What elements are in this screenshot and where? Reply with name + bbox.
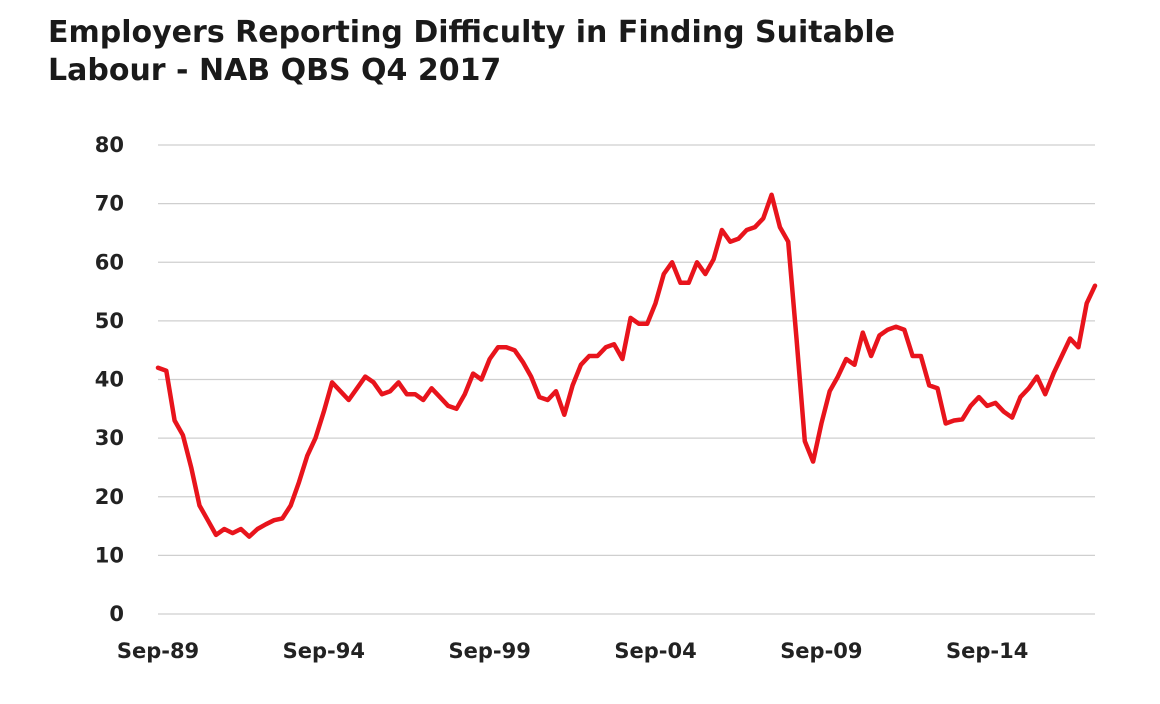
y-tick-label: 10 — [95, 543, 124, 567]
grid — [158, 144, 1095, 615]
x-tick-label: Sep-04 — [614, 639, 696, 663]
x-tick-label: Sep-99 — [449, 639, 531, 663]
y-tick-label: 30 — [95, 426, 124, 450]
x-tick-label: Sep-14 — [946, 639, 1028, 663]
x-tick-label: Sep-09 — [780, 639, 862, 663]
x-tick-label: Sep-89 — [117, 639, 199, 663]
y-tick-label: 60 — [95, 250, 124, 274]
chart-title: Employers Reporting Difficulty in Findin… — [48, 15, 895, 88]
x-tick-label: Sep-94 — [283, 639, 365, 663]
y-tick-label: 0 — [109, 602, 124, 626]
y-tick-label: 70 — [95, 192, 124, 216]
x-axis: Sep-89 Sep-94 Sep-99 Sep-04 Sep-09 Sep-14 — [117, 639, 1029, 663]
y-tick-label: 50 — [95, 309, 124, 333]
series-group — [155, 192, 1098, 539]
y-tick-label: 20 — [95, 485, 124, 509]
y-axis: 0 10 20 30 40 50 60 70 80 — [95, 133, 124, 626]
series-line-0 — [155, 192, 1098, 539]
y-tick-label: 80 — [95, 133, 124, 157]
y-tick-label: 40 — [95, 368, 124, 392]
